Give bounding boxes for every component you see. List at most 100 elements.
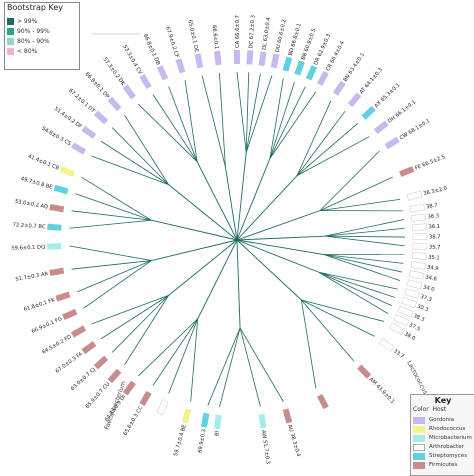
leaf-node: DU 60.6±0.2	[271, 19, 288, 69]
leaf-node: 66.9±0.1 FG	[30, 309, 77, 335]
host-label: Microbacterium	[429, 434, 472, 443]
host-label: Arthrobacter	[429, 443, 464, 452]
leaf-host-box	[404, 289, 419, 299]
tree-branch	[237, 176, 297, 240]
tree-branch	[185, 80, 197, 161]
leaf-label: 67.2±0.1 DT	[67, 88, 96, 115]
bootstrap-key: Bootstrap Key > 99% 90% - 99% 80% - 90% …	[4, 2, 80, 70]
leaf-node	[157, 400, 168, 415]
tree-branch	[69, 246, 151, 261]
leaf-host-box	[317, 394, 329, 409]
leaf-node: 69.9±0.3	[196, 413, 210, 454]
leaf-label: AU 38.3±0.4	[286, 424, 301, 458]
tree-branch	[301, 300, 316, 388]
leaf-node: 61.8±0.1 FK	[23, 292, 71, 313]
tree-branch	[112, 128, 168, 185]
tree-branch	[77, 261, 151, 292]
leaf-host-box	[294, 60, 304, 75]
leaf-node: DL 63.0±0.4	[259, 16, 273, 66]
leaf-label: 37.5	[408, 322, 421, 332]
leaf-node: 59.6±0.1 DQ	[11, 243, 61, 252]
host-swatch	[413, 435, 425, 442]
tree-branch	[237, 240, 240, 328]
leaf-label: 30.3	[416, 304, 429, 314]
bootstrap-label: < 80%	[17, 47, 37, 56]
tree-branch	[198, 240, 237, 319]
leaf-label: 35.7	[429, 244, 441, 250]
leaf-node: 33.7	[379, 338, 405, 359]
tree-branch	[138, 104, 197, 162]
tree-branch	[219, 73, 225, 167]
leaf-label: DH 66.1±0.1	[387, 99, 417, 124]
tree-branch	[240, 328, 283, 402]
leaf-node: 49.7±0.8 BE	[20, 175, 69, 195]
tree-branch	[69, 220, 151, 228]
tree-branch	[270, 87, 305, 159]
tree-branch	[125, 295, 169, 364]
leaf-node: 53.0±0.2 AQ	[14, 198, 64, 213]
leaf-node: 36.3	[411, 212, 439, 222]
leaf-host-box	[398, 306, 413, 317]
host-swatch	[413, 462, 425, 469]
leaf-label: 66.8±0.1 DP	[84, 71, 110, 99]
leaf-host-box	[385, 137, 400, 150]
leaf-label: 35.1	[428, 255, 440, 262]
leaf-label: DC 67.2±0.3	[248, 15, 256, 49]
leaf-node: 67.9±0.2 CF	[164, 26, 185, 74]
tree-branch	[319, 272, 398, 289]
bootstrap-label: 90% - 99%	[17, 27, 50, 36]
leaf-label: BB 60.9±0.5	[301, 28, 318, 61]
leaf-label: 34.6	[425, 274, 437, 282]
tree-branch	[237, 211, 320, 240]
tree-branch	[138, 319, 197, 376]
leaf-host-box	[62, 309, 77, 320]
leaf-label: 53.0±0.2 AQ	[14, 199, 48, 211]
tree-branch	[237, 158, 270, 240]
leaf-host-box	[374, 121, 389, 134]
leaf-node: 66.6±0.1	[211, 25, 222, 66]
leaf-host-box	[47, 224, 61, 231]
leaf-label: AX 65.3±0.1	[374, 82, 402, 109]
leaf-label: 59.7±0.4 BE	[173, 424, 188, 457]
tree-branch	[325, 236, 405, 246]
leaf-host-box	[394, 315, 409, 327]
bootstrap-swatch	[7, 18, 14, 25]
tree-branch	[237, 240, 319, 272]
leaf-host-box	[214, 51, 221, 66]
leaf-host-box	[283, 57, 293, 72]
leaf-host-box	[182, 408, 192, 423]
tree-branch	[297, 111, 345, 175]
leaf-label: 66.6±0.1	[211, 25, 219, 50]
leaf-label: 36.3	[427, 213, 439, 220]
leaf-host-box	[82, 126, 97, 139]
leaf-node	[317, 394, 329, 409]
leaf-host-box	[259, 414, 267, 429]
tree-branch	[325, 220, 404, 237]
leaf-label: 67.9±0.2 CF	[164, 26, 180, 59]
leaf-label: 34.9	[427, 265, 439, 273]
tree-branch	[72, 211, 152, 220]
leaf-label: AT 64.1±0.3	[359, 67, 384, 95]
leaf-label: 54.8±0.3 CS	[41, 126, 72, 148]
leaf-host-box	[306, 65, 317, 80]
leaf-host-box	[201, 413, 209, 428]
leaf-host-box	[389, 323, 404, 335]
tree-branch	[324, 255, 402, 273]
leaf-host-box	[123, 85, 136, 100]
tree-branch	[319, 272, 392, 305]
leaf-node: 35.1	[412, 252, 440, 261]
leaf-host-box	[157, 65, 168, 80]
tree-branch	[153, 95, 197, 162]
leaf-label: BD 66.8±0.1	[288, 23, 303, 57]
leaf-host-box	[411, 262, 426, 270]
leaf-host-box	[108, 97, 122, 111]
bootstrap-key-title: Bootstrap Key	[7, 3, 63, 12]
leaf-label: 51.4±0.2 DF	[53, 106, 83, 130]
leaf-host-box	[108, 369, 122, 383]
leaf-label: 38.7	[429, 234, 441, 240]
leaf-host-box	[94, 356, 108, 370]
leaf-label: 49.7±0.8 BE	[20, 176, 53, 191]
leaf-host-box	[82, 341, 97, 354]
tree-branch	[320, 151, 380, 211]
